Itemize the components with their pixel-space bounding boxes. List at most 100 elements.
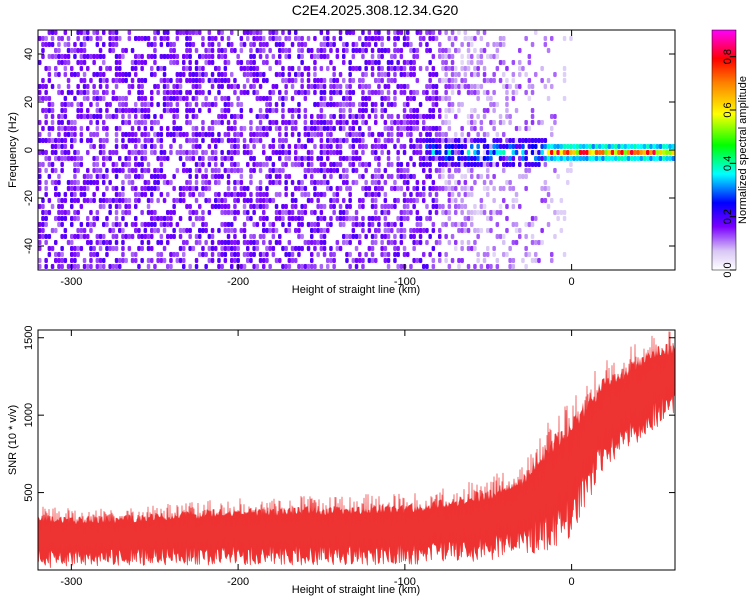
spectrogram-cell [460, 258, 464, 263]
spectrogram-cell [489, 102, 493, 107]
spectrogram-cell [476, 138, 480, 143]
spectrogram-cell [380, 246, 384, 251]
spectrogram-cell [482, 252, 487, 257]
spectrogram-cell [130, 258, 135, 263]
spectrogram-cell [386, 126, 391, 131]
spectrogram-cell [76, 186, 80, 191]
spectrogram-cell [303, 132, 308, 137]
spectrogram-cell [207, 162, 212, 167]
spectrogram-cell [358, 162, 362, 167]
spectrogram-cell [89, 246, 93, 251]
spectrogram-cell [89, 210, 93, 215]
spectrogram-cell [188, 72, 192, 77]
spectrogram-cell [246, 258, 250, 263]
spectrogram-cell [322, 192, 327, 197]
spectrogram-cell [524, 120, 528, 125]
spectrogram-cell [114, 42, 119, 47]
spectrogram-cell [140, 54, 144, 59]
spectrogram-cell [162, 198, 167, 203]
spectrogram-cell [415, 114, 420, 119]
spectrogram-cell [399, 90, 404, 95]
spectrogram-cell [252, 36, 256, 41]
spectrogram-cell [447, 66, 452, 71]
spectrogram-cell [422, 36, 426, 41]
spectrogram-cell [569, 162, 573, 167]
spectrogram-cell [441, 60, 445, 65]
spectrogram-cell [201, 126, 205, 131]
spectrogram-cell [127, 180, 132, 185]
spectrogram-cell [534, 150, 538, 155]
spectrogram-cell [300, 192, 304, 197]
spectrogram-cell [438, 156, 442, 161]
spectrogram-cell [505, 66, 509, 71]
spectrogram-cell [204, 264, 208, 269]
spectrogram-cell [380, 108, 384, 113]
spectrogram-cell [402, 210, 407, 215]
spectrogram-cell [130, 84, 135, 89]
spectrogram-cell [370, 150, 375, 155]
spectrogram-cell [233, 198, 237, 203]
spectrogram-cell [118, 102, 122, 107]
spectrogram-cell [223, 192, 228, 197]
spectrogram-cell [457, 204, 461, 209]
y-tick-label: 500 [23, 483, 35, 501]
spectrogram-cell [271, 120, 276, 125]
spectrogram-cell [258, 258, 263, 263]
spectrogram-cell [105, 78, 109, 83]
spectrogram-cell [89, 144, 93, 149]
spectrogram-cell [92, 132, 96, 137]
spectrogram-cell [150, 222, 154, 227]
x-tick-label: -300 [60, 276, 82, 288]
spectrogram-cell [70, 102, 74, 107]
spectrogram-cell [348, 60, 352, 65]
spectrogram-cell [57, 90, 61, 95]
spectrogram-cell [89, 174, 93, 179]
spectrogram-cell [156, 174, 160, 179]
spectrogram-cell [114, 186, 119, 191]
spectrogram-cell [258, 216, 263, 221]
spectrogram-cell [367, 126, 372, 131]
spectrogram-cell [44, 192, 48, 197]
spectrogram-cell [185, 138, 189, 143]
spectrogram-cell [284, 174, 288, 179]
spectrogram-cell [118, 72, 122, 77]
spectrogram-cell [284, 96, 288, 101]
spectrogram-cell [639, 156, 644, 161]
spectrogram-cell [354, 246, 359, 251]
spectrogram-cell [188, 42, 192, 47]
spectrogram-cell [60, 258, 64, 263]
spectrogram-cell [226, 42, 231, 47]
spectrogram-cell [50, 264, 55, 269]
spectrogram-cell [466, 54, 471, 59]
spectrogram-cell [454, 114, 458, 119]
spectrogram-cell [543, 156, 548, 161]
spectrogram-cell [374, 144, 378, 149]
spectrogram-cell [182, 96, 186, 101]
spectrogram-cell [422, 90, 426, 95]
spectrogram-cell [460, 102, 464, 107]
spectrogram-cell [236, 210, 240, 215]
spectrogram-cell [182, 162, 186, 167]
spectrogram-cell [246, 216, 250, 221]
spectrogram-cell [150, 210, 154, 215]
spectrogram-cell [182, 252, 186, 257]
spectrogram-cell [172, 228, 176, 233]
spectrogram-cell [246, 240, 250, 245]
spectrogram-cell [534, 72, 538, 77]
spectrogram-cell [306, 126, 311, 131]
spectrogram-cell [514, 84, 519, 89]
spectrogram-cell [534, 162, 538, 167]
spectrogram-cell [92, 192, 96, 197]
spectrogram-cell [114, 192, 119, 197]
spectrogram-cell [242, 150, 247, 155]
spectrogram-cell [450, 222, 455, 227]
spectrogram-cell [54, 66, 58, 71]
spectrogram-cell [412, 198, 416, 203]
spectrogram-cell [351, 162, 356, 167]
spectrogram-cell [358, 240, 362, 245]
spectrogram-cell [431, 144, 436, 149]
spectrogram-cell [390, 162, 394, 167]
spectrogram-cell [300, 234, 304, 239]
spectrogram-cell [60, 246, 64, 251]
spectrogram-cell [44, 90, 48, 95]
